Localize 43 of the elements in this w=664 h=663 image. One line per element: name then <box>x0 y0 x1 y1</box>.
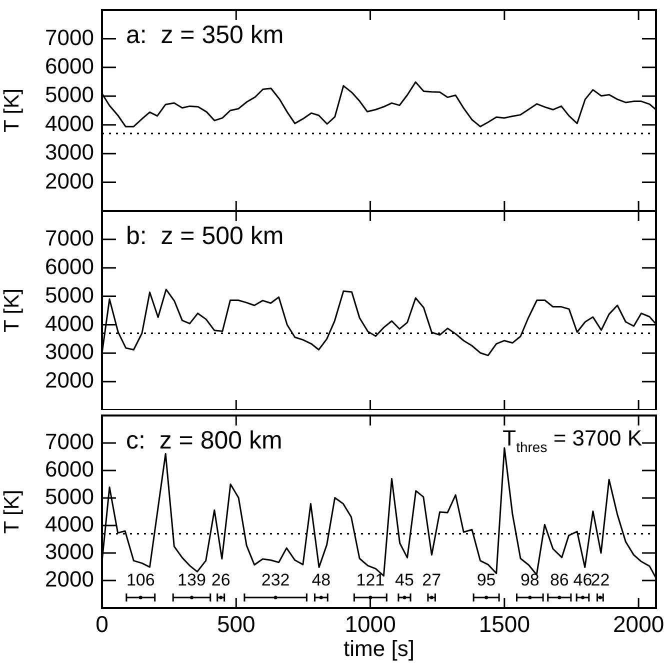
y-tick-label: 3000 <box>45 539 94 564</box>
y-tick-label: 6000 <box>45 254 94 279</box>
x-tick-label: 500 <box>216 611 256 638</box>
annotation: 95 <box>476 570 496 590</box>
y-tick-label: 6000 <box>45 456 94 482</box>
annotation: 26 <box>211 570 230 590</box>
x-tick-label: 1000 <box>344 611 396 638</box>
y-axis-title: T [K] <box>0 88 24 132</box>
chart-title: b: z = 500 km <box>126 222 284 250</box>
annotation: 48 <box>312 570 331 590</box>
y-tick-label: 2000 <box>45 566 94 592</box>
y-tick-label: 3000 <box>45 339 94 364</box>
annotation: 98 <box>520 570 540 590</box>
y-axis-title: T [K] <box>0 490 24 534</box>
x-tick-label: 2000 <box>612 611 664 638</box>
annotation: 106 <box>126 570 155 590</box>
annotation: 139 <box>178 570 206 590</box>
annotation: 27 <box>422 570 442 590</box>
y-tick-label: 4000 <box>45 110 94 136</box>
annotation: 232 <box>261 570 290 590</box>
x-axis-title: time [s] <box>344 636 414 661</box>
y-tick-label: 5000 <box>45 82 94 108</box>
chart-title: c: z = 800 km <box>126 426 282 454</box>
y-tick-label: 3000 <box>45 140 94 165</box>
y-tick-label: 7000 <box>45 225 94 250</box>
y-tick-label: 7000 <box>45 429 94 454</box>
y-tick-label: 7000 <box>45 24 94 50</box>
y-tick-label: 5000 <box>45 484 94 510</box>
annotation: 45 <box>395 570 414 590</box>
y-tick-label: 2000 <box>45 168 94 194</box>
annotation: 121 <box>356 570 385 590</box>
chart-title: a: z = 350 km <box>126 21 284 49</box>
y-tick-label: 4000 <box>45 310 94 336</box>
x-tick-label: 0 <box>96 611 108 638</box>
x-tick-label: 1500 <box>478 611 530 638</box>
y-tick-label: 6000 <box>45 53 94 78</box>
annotation: 46 <box>573 570 592 590</box>
y-axis-title: T [K] <box>0 288 24 332</box>
y-tick-label: 5000 <box>45 282 94 308</box>
annotation: 22 <box>590 570 610 590</box>
y-tick-label: 2000 <box>45 368 94 393</box>
annotation: 86 <box>550 570 569 590</box>
y-tick-label: 4000 <box>45 512 94 537</box>
